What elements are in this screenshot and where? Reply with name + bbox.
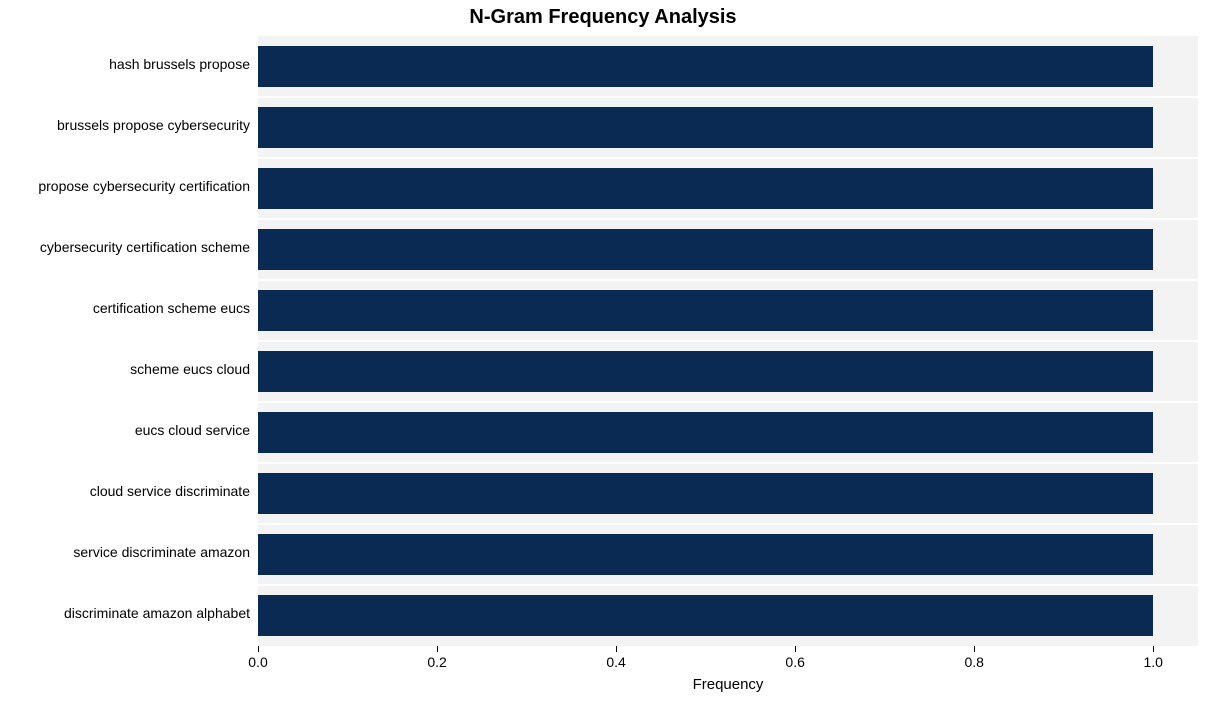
bar [258, 46, 1153, 87]
x-tick-label: 0.6 [785, 654, 804, 670]
band-separator [258, 218, 1198, 220]
x-tick-label: 0.8 [964, 654, 983, 670]
bar [258, 412, 1153, 453]
y-tick-label: hash brussels propose [109, 56, 250, 72]
x-tick-label: 0.2 [427, 654, 446, 670]
bar [258, 229, 1153, 270]
y-tick-label: cybersecurity certification scheme [40, 239, 250, 255]
ngram-frequency-chart: N-Gram Frequency Analysis hash brussels … [0, 0, 1206, 701]
band-separator [258, 401, 1198, 403]
x-tick-mark [974, 646, 975, 652]
bar [258, 107, 1153, 148]
y-tick-label: service discriminate amazon [73, 544, 250, 560]
y-tick-label: certification scheme eucs [93, 300, 250, 316]
bar [258, 473, 1153, 514]
plot-area [258, 36, 1198, 646]
x-tick-label: 0.4 [606, 654, 625, 670]
bar [258, 534, 1153, 575]
band-separator [258, 523, 1198, 525]
band-separator [258, 96, 1198, 98]
band-separator [258, 157, 1198, 159]
x-tick-label: 1.0 [1144, 654, 1163, 670]
y-tick-label: propose cybersecurity certification [38, 178, 250, 194]
y-tick-label: eucs cloud service [135, 422, 250, 438]
x-tick-mark [616, 646, 617, 652]
bar [258, 595, 1153, 636]
y-tick-label: scheme eucs cloud [130, 361, 250, 377]
x-tick-mark [437, 646, 438, 652]
band-separator [258, 462, 1198, 464]
band-separator [258, 340, 1198, 342]
bar [258, 351, 1153, 392]
y-tick-label: brussels propose cybersecurity [57, 117, 250, 133]
y-tick-label: cloud service discriminate [90, 483, 250, 499]
bar [258, 290, 1153, 331]
y-tick-label: discriminate amazon alphabet [64, 605, 250, 621]
bar [258, 168, 1153, 209]
x-tick-label: 0.0 [248, 654, 267, 670]
chart-title: N-Gram Frequency Analysis [0, 6, 1206, 29]
band-separator [258, 279, 1198, 281]
x-axis-label: Frequency [693, 676, 764, 693]
x-tick-mark [258, 646, 259, 652]
x-tick-mark [1153, 646, 1154, 652]
x-tick-mark [795, 646, 796, 652]
band-separator [258, 584, 1198, 586]
